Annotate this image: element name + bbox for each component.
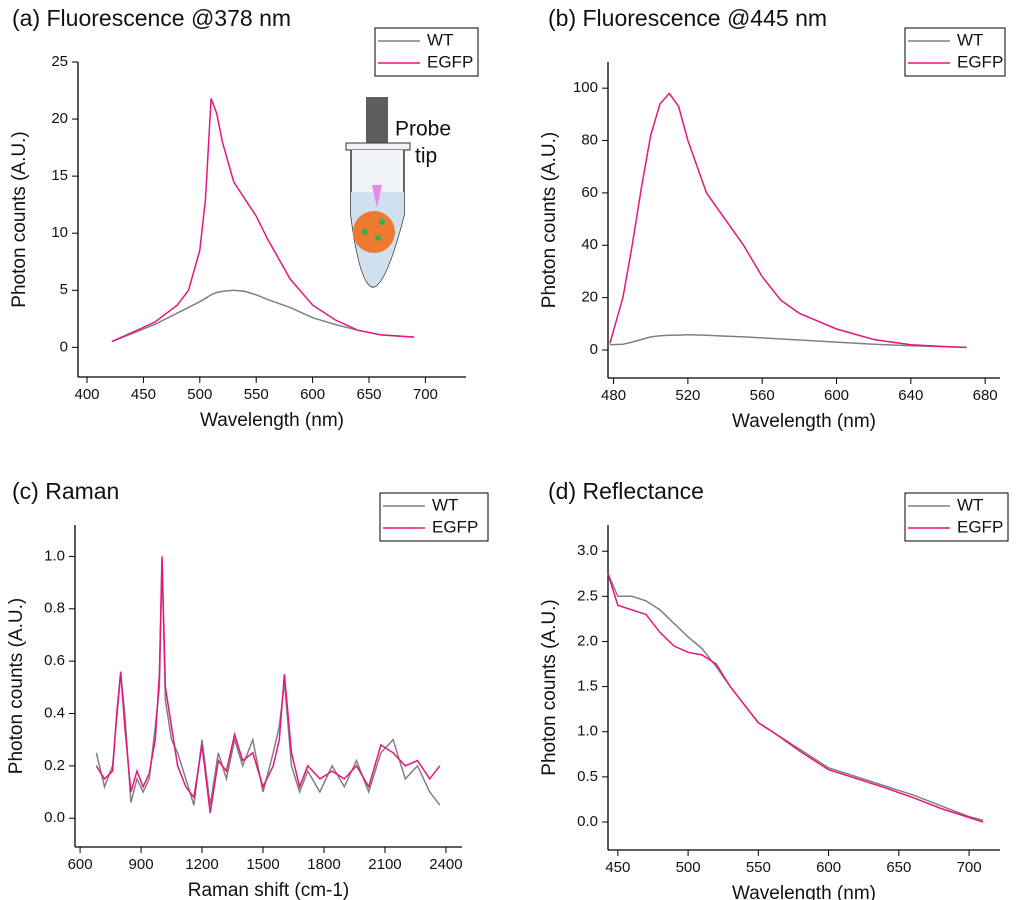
y-tick-label: 0.2 (44, 757, 65, 774)
series-line (609, 334, 967, 349)
panel-title: (b) Fluorescence @445 nm (548, 5, 827, 31)
x-tick-label: 600 (816, 859, 841, 876)
x-tick-label: 650 (886, 859, 911, 876)
legend-label: WT (957, 30, 983, 49)
y-tick-label: 0.0 (577, 813, 598, 830)
cell (375, 235, 381, 241)
tube-cap (345, 142, 411, 151)
x-tick-label: 450 (605, 859, 630, 876)
probe-inset: Probe tip (345, 97, 451, 288)
y-axis-label: Photon counts (A.U.) (9, 131, 30, 307)
x-tick-label: 700 (413, 386, 438, 403)
y-tick-label: 0.0 (44, 809, 65, 826)
panel-title: (c) Raman (12, 478, 119, 504)
annotation: tip (415, 145, 437, 168)
panel-title: (a) Fluorescence @378 nm (12, 5, 291, 31)
y-tick-label: 2.0 (577, 632, 598, 649)
x-axis-label: Wavelength (nm) (732, 411, 876, 432)
x-axis-label: Raman shift (cm-1) (188, 880, 350, 900)
y-tick-label: 0.4 (44, 704, 65, 721)
legend-label: EGFP (957, 517, 1003, 536)
series-line (95, 556, 441, 814)
x-tick-label: 600 (824, 387, 849, 404)
series-line (95, 561, 441, 806)
y-tick-label: 3.0 (577, 542, 598, 559)
beam (372, 185, 382, 208)
y-tick-label: 100 (573, 79, 598, 96)
legend-box (904, 492, 1009, 542)
legend-label: WT (427, 30, 453, 49)
y-tick-label: 80 (581, 132, 598, 149)
legend-label: WT (432, 495, 458, 514)
y-tick-label: 20 (51, 110, 68, 127)
y-tick-label: 0 (60, 338, 68, 355)
x-tick-label: 2400 (429, 856, 462, 873)
y-axis-label: Photon counts (A.U.) (539, 132, 560, 308)
series-line (111, 289, 415, 343)
y-tick-label: 0.8 (44, 600, 65, 617)
cell (379, 219, 385, 225)
panel-title: (d) Reflectance (548, 478, 704, 504)
legend-box (379, 492, 489, 542)
x-tick-label: 1500 (246, 856, 279, 873)
legend-label: WT (957, 495, 983, 514)
x-tick-label: 600 (300, 386, 325, 403)
x-tick-label: 450 (131, 386, 156, 403)
x-tick-label: 900 (129, 856, 154, 873)
x-tick-label: 650 (356, 386, 381, 403)
x-tick-label: 1200 (185, 856, 218, 873)
y-tick-label: 25 (51, 53, 68, 70)
x-tick-label: 550 (746, 859, 771, 876)
y-axis-label: Photon counts (A.U.) (539, 599, 560, 775)
x-tick-label: 1800 (307, 856, 340, 873)
series-line (607, 573, 984, 821)
series-line (607, 573, 984, 823)
legend-box (374, 27, 479, 77)
legend-label: EGFP (427, 52, 473, 71)
series-line (111, 98, 415, 343)
x-tick-label: 640 (898, 387, 923, 404)
cell (362, 229, 368, 235)
y-tick-label: 0 (590, 341, 598, 358)
x-tick-label: 600 (68, 856, 93, 873)
y-tick-label: 1.0 (577, 723, 598, 740)
y-tick-label: 2.5 (577, 587, 598, 604)
y-tick-label: 20 (581, 289, 598, 306)
x-tick-label: 400 (75, 386, 100, 403)
legend-label: EGFP (957, 52, 1003, 71)
x-axis-label: Wavelength (nm) (200, 410, 344, 431)
y-tick-label: 1.0 (44, 547, 65, 564)
annotation: Probe (395, 118, 451, 141)
y-tick-label: 5 (60, 281, 68, 298)
series-line (609, 92, 967, 349)
legend-box (904, 27, 1006, 77)
y-tick-label: 10 (51, 224, 68, 241)
x-tick-label: 550 (244, 386, 269, 403)
x-tick-label: 700 (957, 859, 982, 876)
legend-label: EGFP (432, 517, 478, 536)
y-axis-label: Photon counts (A.U.) (6, 598, 27, 774)
x-tick-label: 500 (676, 859, 701, 876)
x-tick-label: 560 (750, 387, 775, 404)
x-tick-label: 680 (973, 387, 998, 404)
x-tick-label: 520 (675, 387, 700, 404)
y-tick-label: 15 (51, 167, 68, 184)
y-tick-label: 40 (581, 236, 598, 253)
x-tick-label: 500 (187, 386, 212, 403)
x-axis-label: Wavelength (nm) (732, 883, 876, 900)
y-tick-label: 0.5 (577, 768, 598, 785)
x-tick-label: 2100 (368, 856, 401, 873)
y-tick-label: 0.6 (44, 652, 65, 669)
y-tick-label: 1.5 (577, 678, 598, 695)
y-tick-label: 60 (581, 184, 598, 201)
x-tick-label: 480 (601, 387, 626, 404)
sample (353, 211, 395, 253)
